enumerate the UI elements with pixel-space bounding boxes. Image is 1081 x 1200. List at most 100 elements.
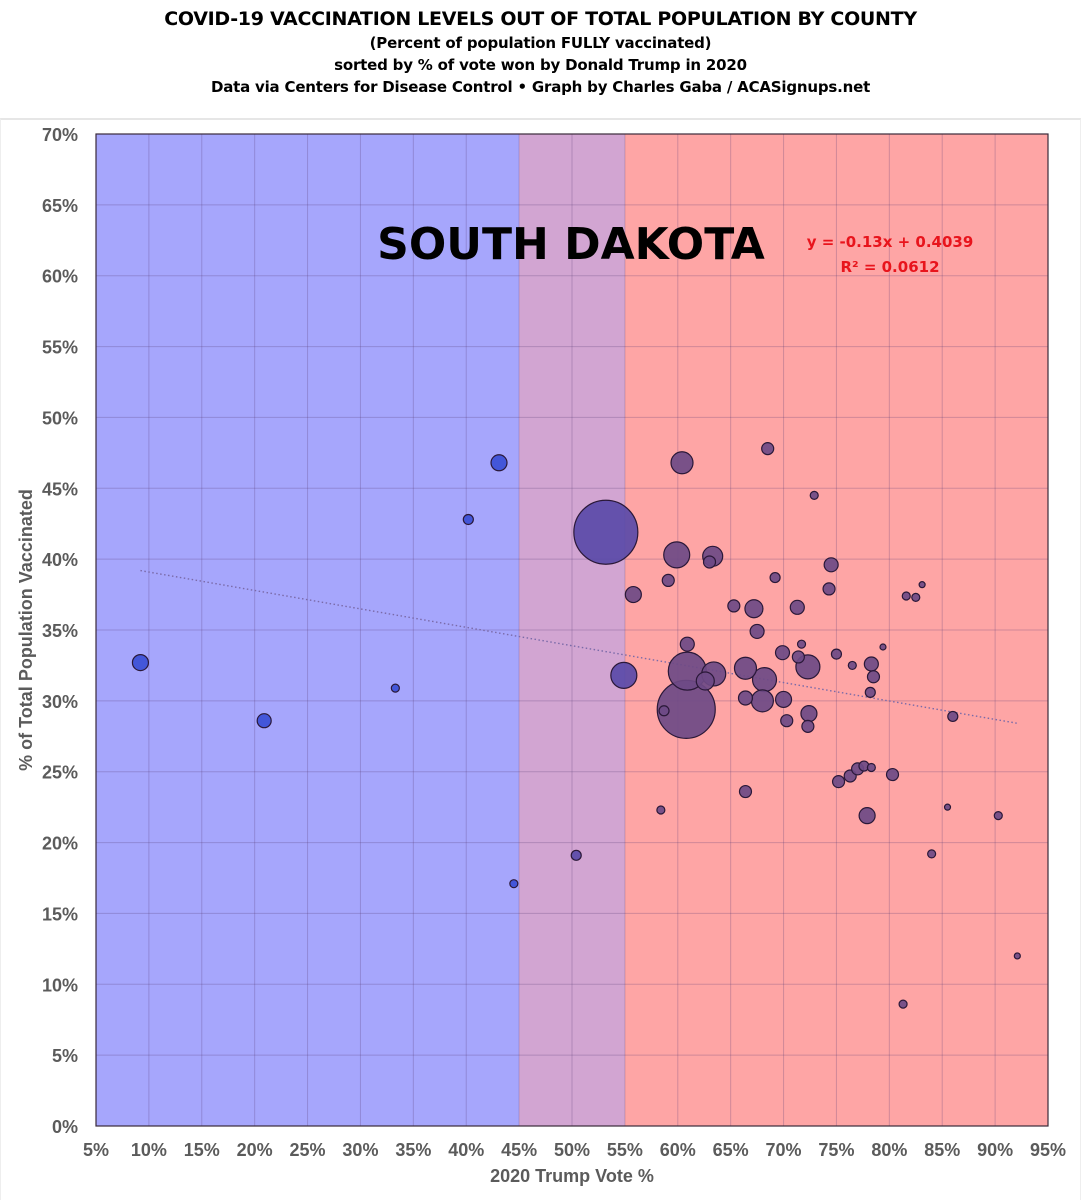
data-point bbox=[490, 454, 508, 472]
x-tick-label: 75% bbox=[818, 1140, 854, 1160]
data-point bbox=[624, 585, 642, 604]
data-point bbox=[661, 573, 675, 588]
data-point bbox=[823, 557, 839, 573]
y-axis-ticks: 0% 5% 10% 15% 20% 25% 30% 35% 40% 45% 50% 55% 60% 65%… bbox=[42, 125, 78, 1137]
x-tick-label: 15% bbox=[184, 1140, 220, 1160]
x-tick-label: 80% bbox=[871, 1140, 907, 1160]
zone-gop bbox=[624, 134, 1048, 1126]
data-point bbox=[831, 775, 846, 789]
zone-layer bbox=[96, 134, 1048, 1126]
zone-dem bbox=[96, 134, 520, 1126]
y-tick-label: 20% bbox=[42, 834, 78, 854]
x-tick-label: 55% bbox=[607, 1140, 643, 1160]
data-point bbox=[610, 661, 638, 689]
data-point bbox=[744, 599, 764, 619]
data-point bbox=[750, 689, 775, 713]
data-point bbox=[800, 705, 818, 723]
data-point bbox=[863, 656, 879, 672]
data-point bbox=[866, 762, 876, 773]
x-tick-label: 70% bbox=[766, 1140, 802, 1160]
y-axis-label: % of Total Population Vaccinated bbox=[16, 489, 36, 771]
y-tick-label: 65% bbox=[42, 196, 78, 216]
data-point bbox=[702, 555, 717, 569]
data-point bbox=[885, 767, 900, 782]
y-tick-label: 30% bbox=[42, 692, 78, 712]
state-label: SOUTH DAKOTA bbox=[377, 219, 765, 270]
data-point bbox=[789, 599, 805, 615]
data-point bbox=[390, 683, 400, 693]
points-layer bbox=[131, 442, 1021, 1009]
data-point bbox=[462, 513, 474, 526]
data-point bbox=[866, 670, 881, 684]
data-point bbox=[993, 811, 1003, 821]
data-point bbox=[131, 653, 150, 672]
y-tick-label: 55% bbox=[42, 338, 78, 358]
y-tick-label: 5% bbox=[52, 1046, 78, 1066]
y-tick-label: 10% bbox=[42, 975, 78, 995]
data-point bbox=[774, 645, 791, 661]
x-tick-label: 25% bbox=[290, 1140, 326, 1160]
data-point bbox=[573, 499, 639, 565]
data-point bbox=[911, 592, 921, 603]
data-point bbox=[858, 807, 876, 825]
x-axis-label: 2020 Trump Vote % bbox=[490, 1166, 654, 1186]
data-point bbox=[898, 999, 908, 1009]
y-tick-label: 40% bbox=[42, 550, 78, 570]
data-point bbox=[749, 623, 765, 640]
x-tick-label: 40% bbox=[448, 1140, 484, 1160]
data-point bbox=[943, 803, 952, 811]
x-tick-label: 60% bbox=[660, 1140, 696, 1160]
data-point bbox=[796, 639, 807, 649]
data-point bbox=[1013, 952, 1021, 960]
data-point bbox=[658, 705, 670, 717]
data-point bbox=[761, 442, 775, 456]
data-point bbox=[780, 714, 794, 728]
chart-title: COVID-19 VACCINATION LEVELS OUT OF TOTAL… bbox=[164, 8, 917, 30]
x-tick-label: 50% bbox=[554, 1140, 590, 1160]
data-point bbox=[509, 879, 519, 889]
data-point bbox=[656, 805, 666, 815]
data-point bbox=[733, 656, 758, 680]
data-point bbox=[670, 451, 694, 475]
chart-header: COVID-19 VACCINATION LEVELS OUT OF TOTAL… bbox=[0, 6, 1081, 98]
x-tick-label: 85% bbox=[924, 1140, 960, 1160]
chart-subtitle-1: (Percent of population FULLY vaccinated) bbox=[369, 34, 712, 52]
data-point bbox=[695, 671, 715, 691]
data-point bbox=[901, 591, 911, 601]
data-point bbox=[801, 719, 815, 733]
chart-credit: Data via Centers for Disease Control • G… bbox=[210, 78, 871, 96]
data-point bbox=[570, 849, 582, 861]
trendline bbox=[140, 569, 1018, 724]
x-tick-label: 95% bbox=[1030, 1140, 1066, 1160]
data-point bbox=[774, 690, 793, 709]
data-point bbox=[879, 643, 887, 651]
data-point bbox=[847, 660, 857, 671]
trend-equation: y = -0.13x + 0.4039 bbox=[807, 233, 974, 251]
data-point bbox=[822, 582, 836, 596]
y-tick-label: 50% bbox=[42, 408, 78, 428]
data-point bbox=[918, 581, 926, 589]
x-tick-label: 90% bbox=[977, 1140, 1013, 1160]
data-point bbox=[809, 490, 819, 500]
y-tick-label: 70% bbox=[42, 125, 78, 145]
trend-r-squared: R² = 0.0612 bbox=[840, 258, 939, 276]
data-point bbox=[947, 710, 959, 723]
y-tick-label: 45% bbox=[42, 479, 78, 499]
data-point bbox=[738, 784, 753, 799]
data-point bbox=[927, 849, 937, 859]
data-point bbox=[663, 541, 691, 569]
data-point bbox=[864, 686, 876, 698]
x-tick-label: 45% bbox=[501, 1140, 537, 1160]
x-tick-label: 35% bbox=[395, 1140, 431, 1160]
x-tick-label: 10% bbox=[131, 1140, 167, 1160]
x-tick-label: 5% bbox=[83, 1140, 109, 1160]
y-tick-label: 25% bbox=[42, 763, 78, 783]
data-point bbox=[769, 571, 781, 584]
data-point bbox=[791, 650, 805, 664]
x-tick-label: 20% bbox=[237, 1140, 273, 1160]
x-tick-label: 30% bbox=[342, 1140, 378, 1160]
y-tick-label: 35% bbox=[42, 621, 78, 641]
zone-swing bbox=[519, 134, 625, 1126]
chart-subtitle-2: sorted by % of vote won by Donald Trump … bbox=[334, 56, 747, 74]
